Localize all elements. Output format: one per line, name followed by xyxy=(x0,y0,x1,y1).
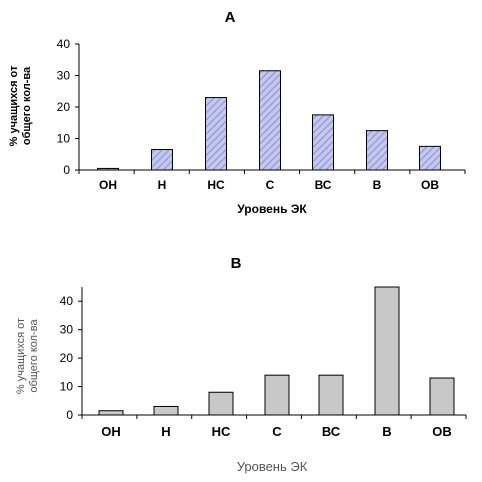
chart-b-ylabel: % учащихся от общего кол-ва xyxy=(15,318,40,394)
x-tick-label: С xyxy=(266,178,275,192)
x-tick-label: ВС xyxy=(322,424,341,439)
bar-1 xyxy=(151,149,173,171)
chart-a-ylabel: % учащихся от общего кол-ва xyxy=(8,65,33,146)
chart-b-ylabel-line1: % учащихся от xyxy=(15,318,27,394)
bar-0 xyxy=(97,167,119,171)
bar-6 xyxy=(419,145,441,171)
bar-2 xyxy=(205,97,227,171)
bar-1 xyxy=(153,405,179,416)
bar-6 xyxy=(429,377,455,416)
y-tick-label: 10 xyxy=(60,380,74,394)
x-tick-label: Н xyxy=(161,424,170,439)
x-tick-label: ОВ xyxy=(421,178,439,192)
chart-b-ylabel-line2: общего кол-ва xyxy=(28,319,40,393)
y-tick-label: 30 xyxy=(57,69,71,83)
chart-b-yticks: 0 10 20 30 40 xyxy=(60,294,82,422)
bar-0 xyxy=(98,410,124,416)
chart-a: A % учащихся от общего кол-ва 010203040 … xyxy=(8,9,466,216)
bar-3 xyxy=(259,70,281,171)
chart-b: B % учащихся от общего кол-ва 010203040 … xyxy=(15,255,467,474)
y-tick-label: 20 xyxy=(57,100,71,114)
bar-2 xyxy=(208,391,234,416)
bar-4 xyxy=(318,374,344,416)
x-tick-label: НС xyxy=(212,424,231,439)
y-tick-label: 40 xyxy=(57,37,71,51)
x-tick-label: Н xyxy=(158,178,167,192)
x-tick-label: С xyxy=(272,424,282,439)
y-tick-label: 0 xyxy=(66,408,73,422)
bar-4 xyxy=(312,114,334,171)
chart-b-xlabel: Уровень ЭК xyxy=(237,459,308,474)
bar-5 xyxy=(374,286,400,416)
chart-a-bars xyxy=(97,70,441,171)
x-tick-label: ВС xyxy=(315,178,332,192)
chart-a-xticks: ОН Н НС С ВС В ОВ xyxy=(78,170,466,192)
x-tick-label: В xyxy=(373,178,382,192)
y-tick-label: 20 xyxy=(60,351,74,365)
chart-a-ylabel-line1: % учащихся от xyxy=(8,65,20,146)
y-tick-label: 40 xyxy=(60,294,74,308)
bar-3 xyxy=(264,374,290,416)
chart-b-bars xyxy=(98,286,455,416)
x-tick-label: ОН xyxy=(99,178,117,192)
y-tick-label: 0 xyxy=(63,163,70,177)
chart-a-title: A xyxy=(225,9,236,26)
bar-5 xyxy=(366,130,388,171)
chart-a-yticks: 0 10 20 30 40 xyxy=(57,37,79,177)
x-tick-label: В xyxy=(382,424,391,439)
y-tick-label: 10 xyxy=(57,132,71,146)
x-tick-label: ОВ xyxy=(432,424,452,439)
x-tick-label: НС xyxy=(207,178,225,192)
y-tick-label: 30 xyxy=(60,323,74,337)
chart-b-title: B xyxy=(231,255,242,272)
x-tick-label: ОН xyxy=(101,424,121,439)
chart-b-xticks: ОН Н НС С ВС В ОВ xyxy=(81,415,467,439)
chart-a-ylabel-line2: общего кол-ва xyxy=(21,66,33,145)
chart-a-xlabel: Уровень ЭК xyxy=(237,202,307,216)
